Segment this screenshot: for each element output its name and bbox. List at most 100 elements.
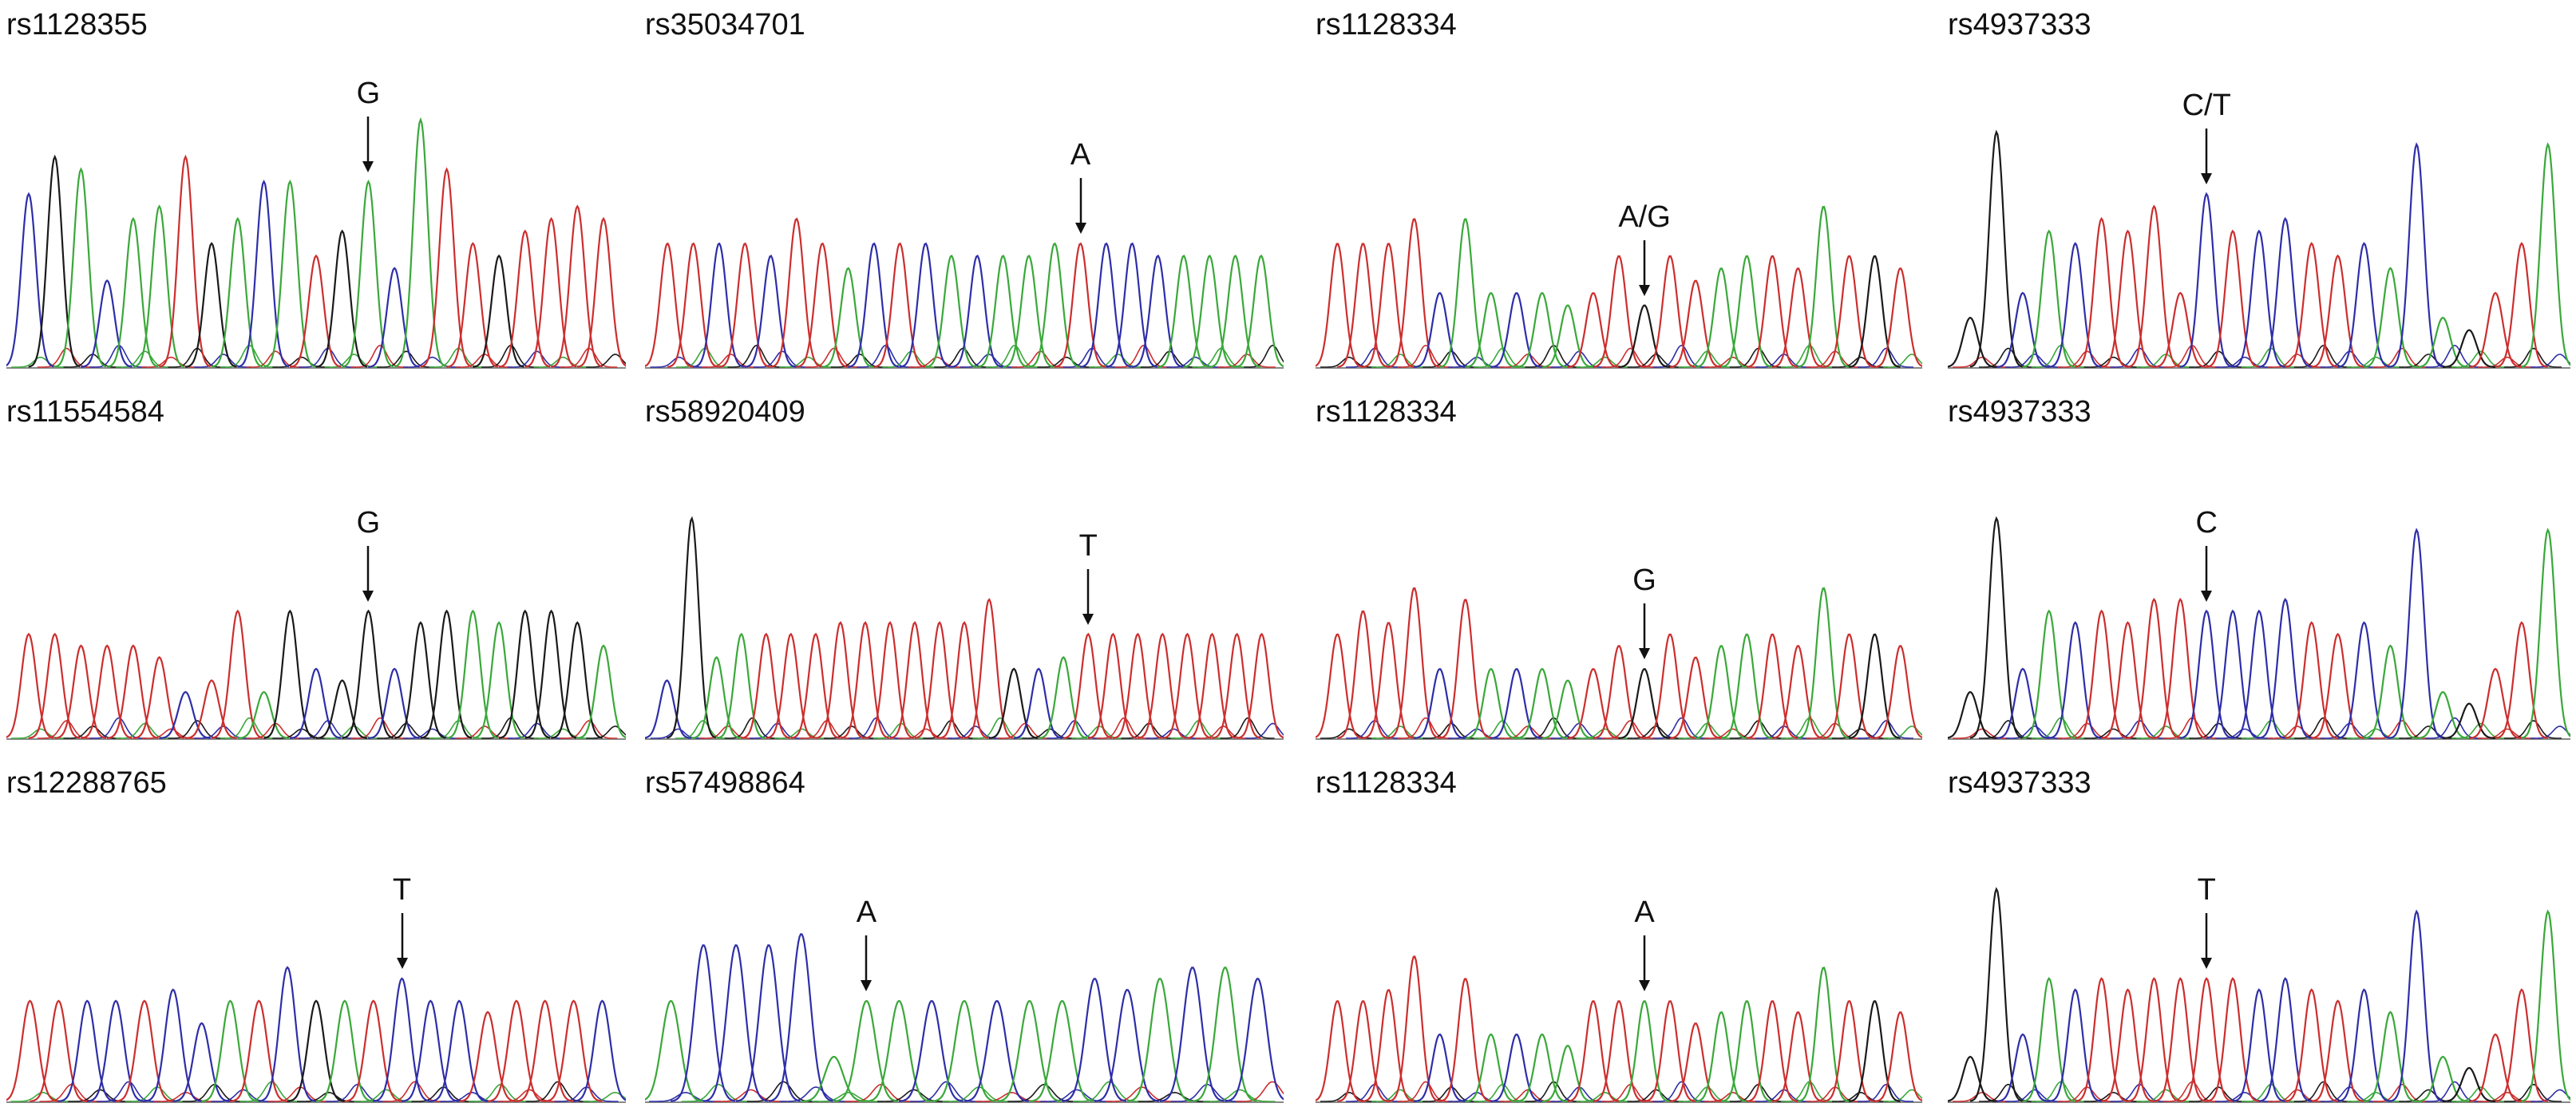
noise-peak [753, 350, 811, 368]
peak-A [1028, 242, 1081, 368]
peak-T [1388, 587, 1440, 739]
peak-C [964, 1000, 1029, 1102]
peak-T [1567, 1000, 1620, 1102]
noise-peak [779, 1086, 852, 1102]
peak-T [1388, 218, 1440, 368]
noise-peak [985, 344, 1043, 368]
noise-peak [650, 356, 708, 368]
peak-G [184, 242, 237, 368]
base-call-label: A [856, 896, 877, 929]
peak-G [342, 609, 394, 739]
peak-T [1337, 243, 1389, 368]
peak-C [1996, 1033, 2049, 1102]
peak-T [2206, 977, 2260, 1102]
noise-peak [1040, 1089, 1113, 1102]
chromatogram-trace [645, 933, 1284, 1103]
noise-peak [2083, 1092, 2142, 1102]
peak-G [551, 621, 603, 739]
noise-peak [168, 720, 226, 739]
peak-T [133, 656, 185, 739]
peak-A [394, 117, 446, 368]
peak-T [1186, 632, 1237, 739]
peak-G [2443, 1066, 2495, 1102]
chromatogram-trace [6, 609, 626, 740]
peak-T [1237, 632, 1284, 739]
peak-T [914, 621, 964, 739]
chromatogram-trace [645, 516, 1284, 740]
peak-T [1054, 242, 1106, 368]
peak-T [718, 242, 771, 368]
noise-peak [1979, 720, 2036, 739]
peak-T [6, 632, 54, 739]
peak-T [2101, 621, 2155, 739]
peak-T [2206, 229, 2260, 368]
peak-C [2337, 242, 2391, 368]
peak-T [2154, 977, 2207, 1102]
peak-C [2232, 609, 2285, 739]
peak-A [716, 632, 766, 739]
peak-A [2364, 644, 2417, 739]
snp-id-label: rs4937333 [1948, 8, 2091, 42]
peak-G [667, 516, 717, 739]
peak-T [2495, 621, 2548, 739]
peak-T [420, 167, 473, 368]
peak-A [133, 204, 185, 368]
peak-A [996, 1000, 1062, 1102]
peak-A [2521, 909, 2570, 1102]
peak-T [1337, 1000, 1389, 1102]
peak-G [1969, 516, 2024, 739]
noise-peak [272, 356, 330, 368]
peak-T [1087, 632, 1138, 739]
peak-C [402, 999, 460, 1102]
noise-peak [1236, 1081, 1284, 1102]
peak-T [2285, 242, 2338, 368]
noise-peak [1320, 728, 1376, 739]
peak-T [1644, 633, 1696, 739]
peak-G [420, 609, 473, 739]
base-call-label: A [1070, 138, 1091, 172]
noise-peak [2083, 728, 2142, 739]
peak-A [237, 690, 290, 739]
chromatogram-trace [1948, 887, 2570, 1103]
peak-C [2048, 242, 2102, 368]
down-arrow-icon [1639, 239, 1651, 296]
peak-C [2258, 977, 2312, 1102]
peak-G [315, 679, 368, 739]
peak-T [770, 217, 822, 368]
noise-peak [10, 1091, 75, 1102]
noise-peak [350, 344, 409, 368]
peak-A [1465, 668, 1518, 739]
peak-C [289, 667, 342, 739]
peak-G [263, 609, 316, 739]
noise-peak [2215, 1092, 2273, 1102]
peak-T [2127, 598, 2181, 739]
chromatogram-trace [1316, 587, 1922, 740]
peak-T [2101, 988, 2155, 1102]
noise-peak [403, 356, 461, 368]
peak-G [2443, 702, 2495, 739]
chromatogram-panel: rs11554584 G [6, 387, 626, 746]
peak-G [1948, 690, 1997, 739]
peak-G [1948, 1055, 1997, 1102]
peak-A [925, 255, 977, 368]
noise-peak [2503, 347, 2562, 368]
chromatogram-panel: rs12288765 T [6, 758, 626, 1109]
peak-C [744, 255, 797, 368]
peak-C [237, 180, 290, 368]
chromatogram-trace [1948, 129, 2570, 369]
noise-peak [779, 356, 837, 368]
peak-T [2154, 291, 2207, 368]
noise-peak [702, 354, 760, 368]
noise-peak [2530, 726, 2570, 739]
peak-A [2416, 316, 2470, 368]
peak-T [498, 229, 551, 368]
snp-id-label: rs58920409 [645, 395, 805, 429]
noise-peak [727, 344, 785, 368]
peak-T [81, 644, 133, 739]
noise-peak [583, 1091, 626, 1102]
peak-T [1337, 610, 1389, 739]
peak-A [1695, 267, 1747, 368]
peak-T [790, 632, 841, 739]
peak-A [315, 999, 374, 1102]
peak-A [1720, 1000, 1773, 1102]
